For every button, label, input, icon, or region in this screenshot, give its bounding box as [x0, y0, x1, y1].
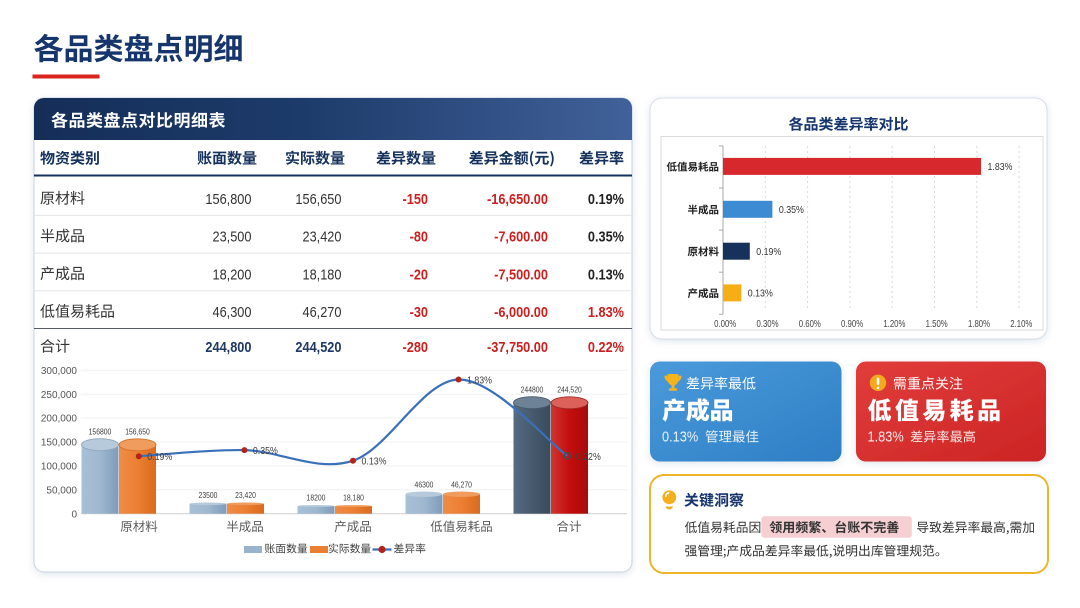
svg-text:0.13%: 0.13%	[588, 266, 624, 283]
svg-text:150,000: 150,000	[41, 438, 78, 449]
svg-text:1.83%: 1.83%	[467, 375, 492, 387]
svg-text:1.83%: 1.83%	[988, 161, 1013, 173]
svg-text:200,000: 200,000	[41, 414, 78, 425]
svg-text:2.10%: 2.10%	[1010, 319, 1032, 330]
svg-text:0.19%: 0.19%	[756, 246, 781, 258]
svg-text:-80: -80	[410, 229, 428, 246]
svg-text:-30: -30	[410, 304, 428, 321]
svg-text:250,000: 250,000	[41, 390, 78, 401]
svg-text:156,800: 156,800	[205, 191, 251, 208]
svg-text:46300: 46300	[415, 480, 434, 489]
svg-text:156,650: 156,650	[125, 428, 150, 437]
svg-text:0.00%: 0.00%	[714, 319, 736, 330]
svg-text:0.35%: 0.35%	[588, 229, 624, 246]
svg-text:0.13%: 0.13%	[362, 456, 387, 468]
svg-text:18,180: 18,180	[343, 494, 364, 503]
svg-text:18200: 18200	[307, 494, 326, 503]
svg-text:-7,500.00: -7,500.00	[494, 266, 548, 283]
svg-text:1.50%: 1.50%	[926, 319, 948, 330]
svg-text:-16,650.00: -16,650.00	[487, 191, 548, 208]
svg-text:-7,600.00: -7,600.00	[494, 229, 548, 246]
svg-text:244,520: 244,520	[557, 386, 582, 395]
svg-text:0: 0	[71, 509, 77, 520]
svg-text:1.80%: 1.80%	[968, 319, 990, 330]
svg-text:0.19%: 0.19%	[588, 191, 624, 208]
svg-text:50,000: 50,000	[46, 485, 77, 496]
svg-text:1.20%: 1.20%	[883, 319, 905, 330]
svg-text:23500: 23500	[199, 491, 218, 500]
svg-text:23,420: 23,420	[303, 229, 342, 246]
svg-text:244,520: 244,520	[295, 339, 341, 356]
svg-text:156,650: 156,650	[295, 191, 341, 208]
svg-text:-280: -280	[403, 339, 429, 356]
svg-text:18,180: 18,180	[303, 266, 342, 283]
svg-text:46,270: 46,270	[451, 480, 472, 489]
svg-text:0.35%: 0.35%	[779, 204, 804, 216]
svg-text:0.22%: 0.22%	[588, 339, 624, 356]
svg-text:244,800: 244,800	[205, 339, 251, 356]
svg-text:0.13%: 0.13%	[748, 288, 773, 300]
svg-text:1.83%: 1.83%	[588, 304, 624, 321]
svg-text:0.30%: 0.30%	[756, 319, 778, 330]
svg-text:244800: 244800	[521, 385, 544, 394]
svg-text:-37,750.00: -37,750.00	[487, 339, 548, 356]
svg-text:156800: 156800	[89, 427, 112, 436]
svg-text:0.60%: 0.60%	[799, 319, 821, 330]
svg-text:0.35%: 0.35%	[253, 445, 278, 457]
svg-text:18,200: 18,200	[213, 266, 252, 283]
svg-text:300,000: 300,000	[41, 366, 78, 377]
svg-text:46,270: 46,270	[303, 304, 342, 321]
svg-text:46,300: 46,300	[213, 304, 252, 321]
svg-text:23,420: 23,420	[235, 491, 256, 500]
svg-text:0.22%: 0.22%	[576, 451, 601, 463]
svg-text:0.90%: 0.90%	[841, 319, 863, 330]
svg-text:-20: -20	[410, 266, 428, 283]
svg-text:-6,000.00: -6,000.00	[494, 304, 548, 321]
svg-text:1.83%: 1.83%	[868, 430, 904, 446]
svg-text:0.19%: 0.19%	[147, 451, 172, 463]
svg-text:100,000: 100,000	[41, 462, 78, 473]
svg-text:0.13%: 0.13%	[662, 430, 698, 446]
svg-text:-150: -150	[403, 191, 429, 208]
svg-text:23,500: 23,500	[213, 229, 252, 246]
